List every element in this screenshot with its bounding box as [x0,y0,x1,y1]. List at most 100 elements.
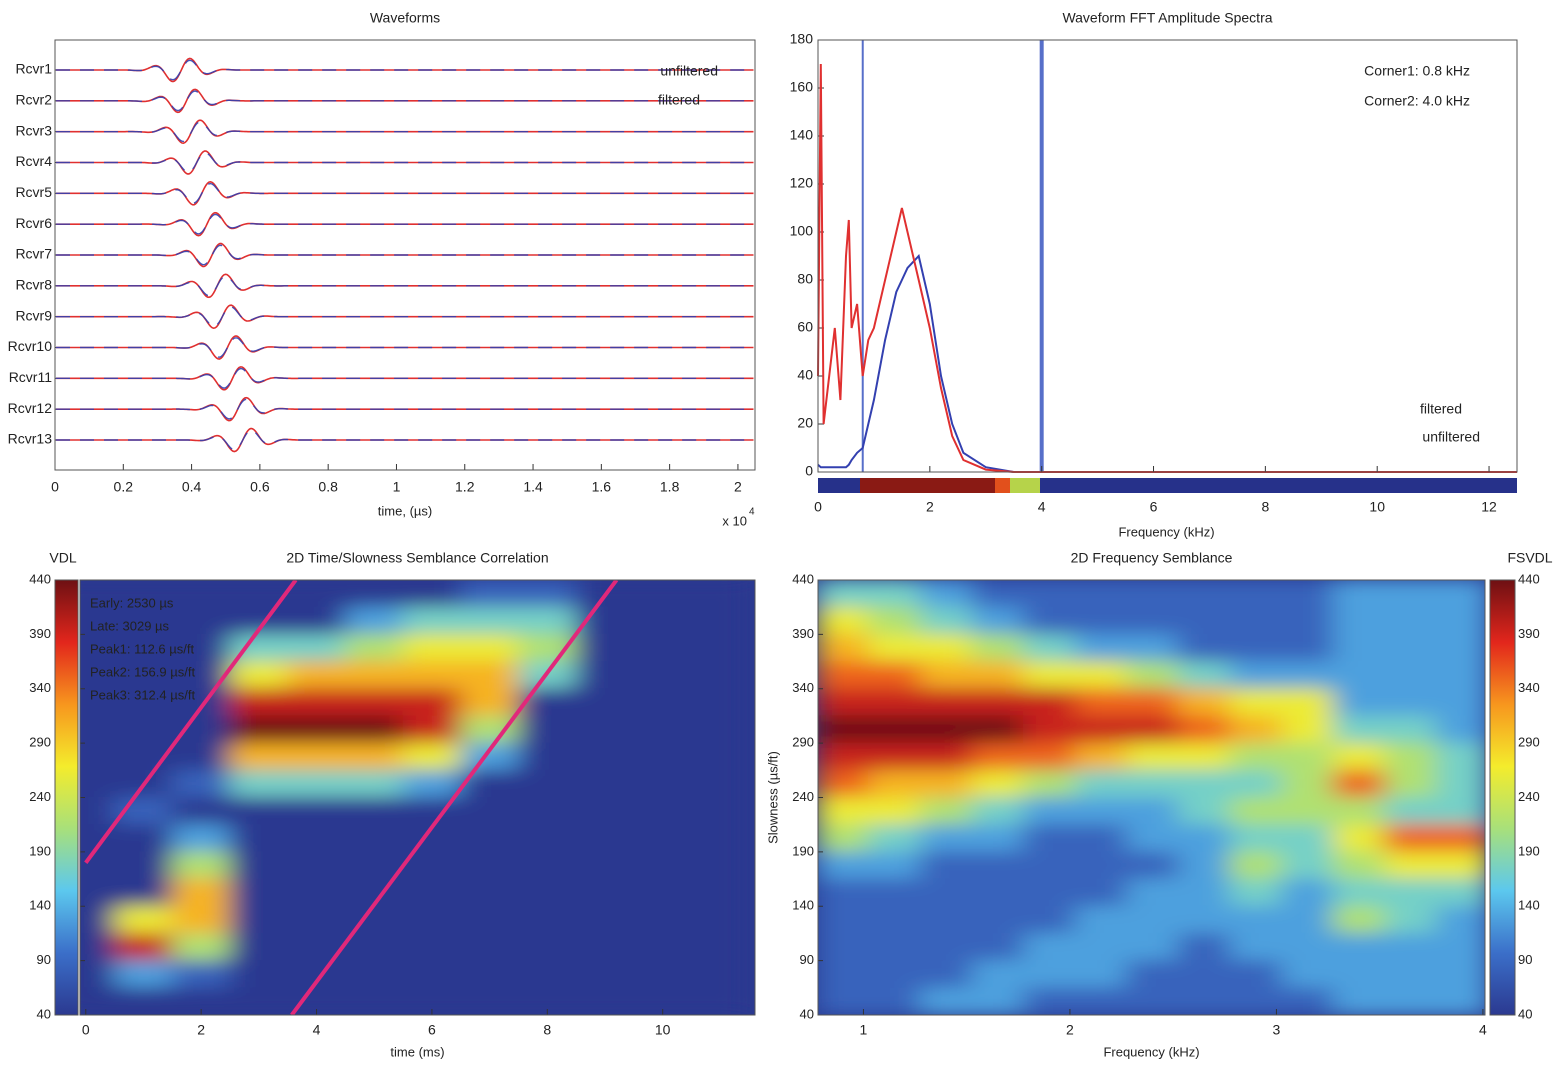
heatmap-cell [1177,742,1231,771]
heatmap-cell [460,797,519,826]
heatmap-cell [460,905,519,934]
y-tick-label: 440 [29,571,51,586]
y-tick-label: Rcvr12 [8,400,53,416]
y-tick-label: 390 [792,626,814,641]
heatmap-cell [633,878,693,907]
heatmap-cell [633,661,693,690]
heatmap-cell [344,932,404,962]
waveform-filtered [56,90,754,112]
heatmap-cell [171,742,231,771]
heatmap-cell [1022,987,1076,1015]
heatmap-cell [517,851,577,880]
heatmap-cell [1435,606,1485,635]
heatmap-cell [971,661,1024,690]
heatmap-cell [1074,742,1128,771]
legend-entry: filtered [1420,401,1462,417]
heatmap-cell [1384,769,1437,798]
heatmap-cell [691,932,750,962]
heatmap-cell [1332,606,1386,635]
heatmap-cell [1177,905,1231,934]
heatmap-cell [1384,661,1437,690]
heatmap-cell [80,769,116,798]
heatmap-cell [1074,606,1128,635]
colorbar [1489,579,1516,1016]
heatmap-cell [919,851,973,880]
heatmap-cell [818,633,870,663]
heatmap-cell [517,742,577,771]
heatmap-cell [691,715,750,744]
heatmap-cell [114,824,173,853]
heatmap-cell [1126,932,1179,962]
heatmap-cell [1229,987,1283,1015]
x-tick-label: 0.4 [182,479,202,495]
heatmap-cell [1177,715,1231,744]
heatmap-cell [1022,661,1076,690]
heatmap-cell [1332,715,1386,744]
heatmap-cell [229,688,289,717]
heatmap-cell [114,932,173,962]
heatmap-cell [1177,932,1231,962]
heatmap-cell [919,797,973,826]
heatmap-cell [171,688,231,717]
spectrum-strip [818,478,1517,493]
heatmap-cell [971,824,1024,853]
heatmap-cell [1126,661,1179,690]
heatmap-cell [1126,960,1179,989]
heatmap-cell [1126,797,1179,826]
heatmap-cell [868,661,921,690]
heatmap-cell [575,960,635,989]
heatmap-cell [1435,769,1485,798]
heatmap-cell [287,769,346,798]
heatmap-cell [633,905,693,934]
heatmap-cell [1384,580,1437,608]
heatmap-cell [80,878,116,907]
x-axis-label: time (ms) [390,1044,444,1059]
heatmap-cell [691,987,750,1015]
heatmap-cell [971,742,1024,771]
heatmap-cell [919,878,973,907]
waveform-filtered [56,429,754,451]
heatmap-cell [171,606,231,635]
heatmap-cell [344,606,404,635]
y-tick-label: Rcvr9 [15,307,52,323]
heatmap-cell [919,824,973,853]
heatmap-cell [287,824,346,853]
heatmap-cell [1022,932,1076,962]
heatmap-cell [1177,580,1231,608]
x-tick-label: 0.8 [318,479,338,495]
heatmap-cell [402,633,462,663]
y-tick-label: 60 [797,319,813,335]
heatmap-cell [1022,960,1076,989]
heatmap-cell [1435,824,1485,853]
heatmap-cell [114,987,173,1015]
colorbar-tick-label: 290 [1518,735,1540,750]
heatmap-cell [80,797,116,826]
colorbar-tick-label: 40 [1518,1006,1532,1021]
x-tick-label: 10 [1369,499,1385,515]
heatmap-cell [1022,851,1076,880]
heatmap-cell [1229,742,1283,771]
heatmap-cell [80,661,116,690]
heatmap-cell [80,932,116,962]
heatmap-cell [517,905,577,934]
heatmap-cell [287,905,346,934]
heatmap-cell [1332,824,1386,853]
heatmap-cell [1126,715,1179,744]
heatmap-cell [1074,661,1128,690]
heatmap-cell [575,742,635,771]
heatmap-cell [633,797,693,826]
x-tick-label: 1.2 [455,479,475,495]
heatmap-cell [1126,987,1179,1015]
heatmap-cell [1177,987,1231,1015]
heatmap-cell [633,960,693,989]
y-tick-label: Rcvr5 [15,184,52,200]
heatmap-cell [1022,580,1076,608]
heatmap-cell [517,797,577,826]
heatmap-cell [971,606,1024,635]
annotation: Corner2: 4.0 kHz [1364,93,1470,109]
heatmap-cell [691,851,750,880]
annotation: Peak1: 112.6 µs/ft [90,641,194,656]
chart-title: 2D Time/Slowness Semblance Correlation [286,550,548,566]
y-tick-label: 340 [792,680,814,695]
heatmap-cell [402,878,462,907]
